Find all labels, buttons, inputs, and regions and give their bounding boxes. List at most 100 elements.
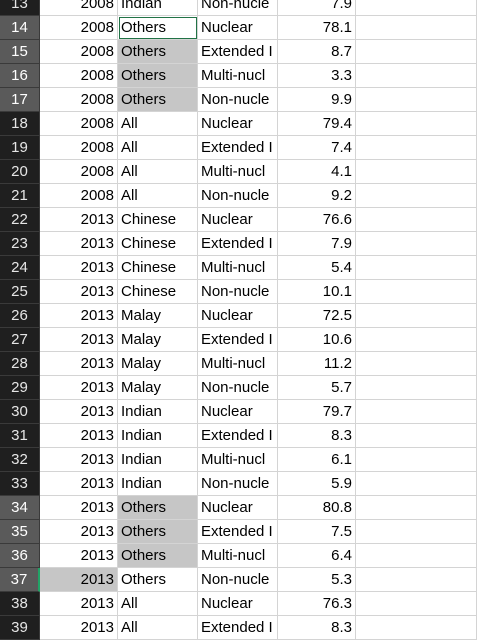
year-cell[interactable]: 2013 xyxy=(40,304,118,328)
household-type-cell[interactable]: Extended I xyxy=(198,328,278,352)
row-header[interactable]: 32 xyxy=(0,448,40,472)
selected-cell[interactable]: Others xyxy=(118,40,198,64)
empty-cell[interactable] xyxy=(356,16,477,40)
year-cell[interactable]: 2013 xyxy=(40,592,118,616)
household-type-cell[interactable]: Multi-nucl xyxy=(198,160,278,184)
row-header[interactable]: 27 xyxy=(0,328,40,352)
empty-cell[interactable] xyxy=(356,400,477,424)
year-cell[interactable]: 2008 xyxy=(40,64,118,88)
year-cell[interactable]: 2008 xyxy=(40,88,118,112)
year-cell[interactable]: 2013 xyxy=(40,400,118,424)
ethnic-group-cell[interactable]: Malay xyxy=(118,304,198,328)
row-header[interactable]: 28 xyxy=(0,352,40,376)
percentage-cell[interactable]: 72.5 xyxy=(278,304,356,328)
percentage-cell[interactable]: 7.4 xyxy=(278,136,356,160)
empty-cell[interactable] xyxy=(356,544,477,568)
row-header[interactable]: 33 xyxy=(0,472,40,496)
percentage-cell[interactable]: 80.8 xyxy=(278,496,356,520)
household-type-cell[interactable]: Non-nucle xyxy=(198,472,278,496)
row-header[interactable]: 15 xyxy=(0,40,40,64)
percentage-cell[interactable]: 8.7 xyxy=(278,40,356,64)
household-type-cell[interactable]: Nuclear xyxy=(198,16,278,40)
percentage-cell[interactable]: 3.3 xyxy=(278,64,356,88)
percentage-cell[interactable]: 4.1 xyxy=(278,160,356,184)
ethnic-group-cell[interactable]: Others xyxy=(118,568,198,592)
selected-cell[interactable]: Others xyxy=(118,520,198,544)
year-cell[interactable]: 2013 xyxy=(40,232,118,256)
row-header[interactable]: 18 xyxy=(0,112,40,136)
empty-cell[interactable] xyxy=(356,520,477,544)
empty-cell[interactable] xyxy=(356,0,477,16)
row-header[interactable]: 37 xyxy=(0,568,40,592)
ethnic-group-cell[interactable]: Indian xyxy=(118,400,198,424)
year-cell[interactable]: 2013 xyxy=(40,448,118,472)
year-cell[interactable]: 2008 xyxy=(40,160,118,184)
year-cell[interactable]: 2008 xyxy=(40,40,118,64)
row-header[interactable]: 29 xyxy=(0,376,40,400)
household-type-cell[interactable]: Nuclear xyxy=(198,208,278,232)
percentage-cell[interactable]: 7.9 xyxy=(278,0,356,16)
percentage-cell[interactable]: 78.1 xyxy=(278,16,356,40)
household-type-cell[interactable]: Extended I xyxy=(198,40,278,64)
empty-cell[interactable] xyxy=(356,184,477,208)
row-header[interactable]: 14 xyxy=(0,16,40,40)
percentage-cell[interactable]: 5.4 xyxy=(278,256,356,280)
year-cell[interactable]: 2013 xyxy=(40,520,118,544)
household-type-cell[interactable]: Multi-nucl xyxy=(198,256,278,280)
household-type-cell[interactable]: Non-nucle xyxy=(198,88,278,112)
empty-cell[interactable] xyxy=(356,616,477,640)
row-header[interactable]: 17 xyxy=(0,88,40,112)
ethnic-group-cell[interactable]: Indian xyxy=(118,424,198,448)
empty-cell[interactable] xyxy=(356,328,477,352)
percentage-cell[interactable]: 8.3 xyxy=(278,616,356,640)
empty-cell[interactable] xyxy=(356,40,477,64)
empty-cell[interactable] xyxy=(356,376,477,400)
year-cell[interactable]: 2008 xyxy=(40,0,118,16)
empty-cell[interactable] xyxy=(356,448,477,472)
year-cell[interactable]: 2013 xyxy=(40,616,118,640)
empty-cell[interactable] xyxy=(356,136,477,160)
year-cell[interactable]: 2008 xyxy=(40,112,118,136)
percentage-cell[interactable]: 10.6 xyxy=(278,328,356,352)
ethnic-group-cell[interactable]: Chinese xyxy=(118,280,198,304)
empty-cell[interactable] xyxy=(356,64,477,88)
year-cell[interactable]: 2013 xyxy=(40,472,118,496)
empty-cell[interactable] xyxy=(356,472,477,496)
year-cell[interactable]: 2013 xyxy=(40,424,118,448)
household-type-cell[interactable]: Nuclear xyxy=(198,400,278,424)
empty-cell[interactable] xyxy=(356,88,477,112)
year-cell[interactable]: 2013 xyxy=(40,496,118,520)
ethnic-group-cell[interactable]: Malay xyxy=(118,376,198,400)
row-header[interactable]: 35 xyxy=(0,520,40,544)
household-type-cell[interactable]: Nuclear xyxy=(198,304,278,328)
empty-cell[interactable] xyxy=(356,232,477,256)
active-cell[interactable]: Others xyxy=(118,16,198,40)
year-cell[interactable]: 2008 xyxy=(40,136,118,160)
ethnic-group-cell[interactable]: Indian xyxy=(118,0,198,16)
percentage-cell[interactable]: 6.4 xyxy=(278,544,356,568)
household-type-cell[interactable]: Non-nucle xyxy=(198,568,278,592)
ethnic-group-cell[interactable]: Chinese xyxy=(118,256,198,280)
household-type-cell[interactable]: Nuclear xyxy=(198,112,278,136)
selected-cell[interactable]: Others xyxy=(118,544,198,568)
household-type-cell[interactable]: Non-nucle xyxy=(198,280,278,304)
percentage-cell[interactable]: 7.9 xyxy=(278,232,356,256)
household-type-cell[interactable]: Non-nucle xyxy=(198,376,278,400)
year-cell[interactable]: 2013 xyxy=(40,328,118,352)
percentage-cell[interactable]: 5.3 xyxy=(278,568,356,592)
household-type-cell[interactable]: Extended I xyxy=(198,520,278,544)
percentage-cell[interactable]: 76.3 xyxy=(278,592,356,616)
percentage-cell[interactable]: 9.9 xyxy=(278,88,356,112)
row-header[interactable]: 16 xyxy=(0,64,40,88)
row-header[interactable]: 39 xyxy=(0,616,40,640)
percentage-cell[interactable]: 9.2 xyxy=(278,184,356,208)
household-type-cell[interactable]: Extended I xyxy=(198,232,278,256)
household-type-cell[interactable]: Multi-nucl xyxy=(198,448,278,472)
row-header[interactable]: 34 xyxy=(0,496,40,520)
empty-cell[interactable] xyxy=(356,568,477,592)
year-cell[interactable]: 2013 xyxy=(40,352,118,376)
percentage-cell[interactable]: 76.6 xyxy=(278,208,356,232)
ethnic-group-cell[interactable]: Malay xyxy=(118,352,198,376)
percentage-cell[interactable]: 79.4 xyxy=(278,112,356,136)
household-type-cell[interactable]: Nuclear xyxy=(198,496,278,520)
